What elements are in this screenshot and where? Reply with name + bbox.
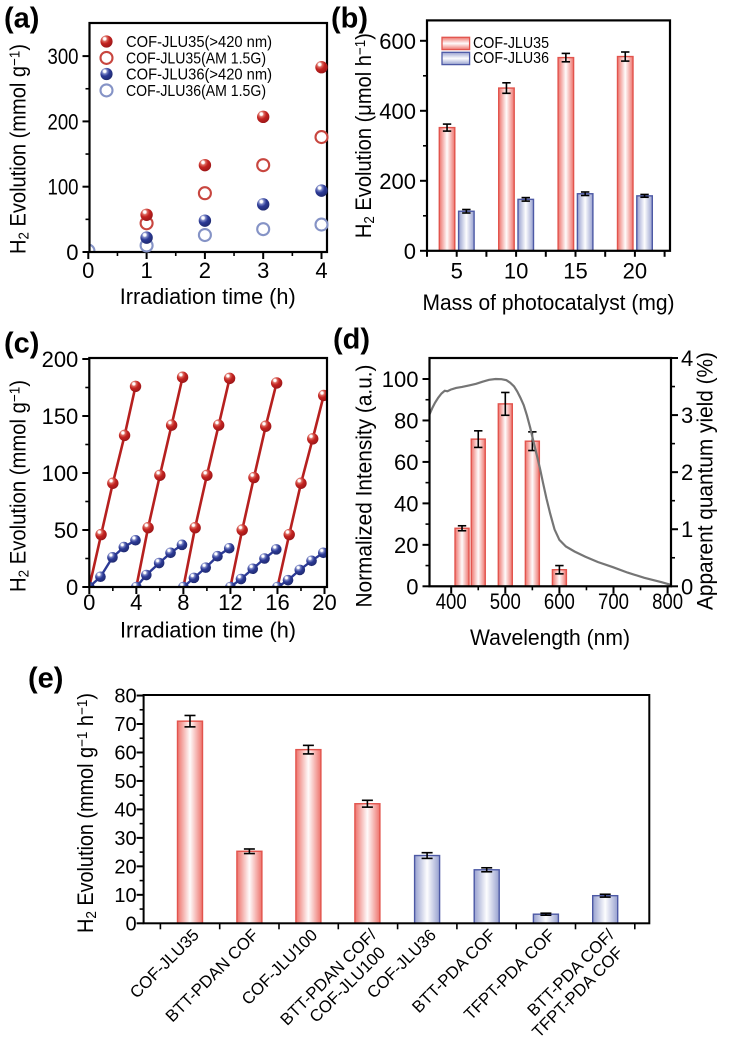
svg-text:1: 1	[140, 258, 152, 283]
svg-text:COF-JLU36: COF-JLU36	[473, 50, 549, 67]
svg-text:Irradiation time (h): Irradiation time (h)	[120, 284, 296, 309]
svg-text:H2 Evolution (mmol g−1): H2 Evolution (mmol g−1)	[6, 380, 33, 592]
svg-text:Apparent quantum yield (%): Apparent quantum yield (%)	[693, 352, 718, 610]
svg-text:400: 400	[436, 589, 467, 614]
svg-text:20: 20	[394, 533, 418, 558]
svg-text:150: 150	[42, 404, 79, 429]
svg-text:20: 20	[312, 590, 336, 615]
svg-text:0: 0	[406, 574, 418, 599]
svg-text:10: 10	[114, 885, 136, 907]
svg-text:40: 40	[394, 491, 418, 516]
svg-text:300: 300	[48, 44, 79, 69]
svg-text:Wavelength (nm): Wavelength (nm)	[470, 625, 630, 650]
svg-text:3: 3	[257, 258, 269, 283]
svg-text:10: 10	[504, 258, 528, 283]
svg-text:COF-JLU35: COF-JLU35	[473, 35, 549, 52]
svg-text:(c): (c)	[4, 328, 39, 360]
svg-text:1: 1	[681, 517, 693, 542]
svg-text:Normalized Intensity (a.u.): Normalized Intensity (a.u.)	[352, 365, 377, 608]
svg-text:H2 Evolution (mmol g−1 h−1): H2 Evolution (mmol g−1 h−1)	[73, 693, 100, 933]
svg-text:H2 Evolution (μmol h−1): H2 Evolution (μmol h−1)	[351, 33, 378, 238]
svg-text:500: 500	[490, 589, 521, 614]
svg-text:0: 0	[125, 913, 136, 935]
svg-text:(e): (e)	[28, 663, 63, 695]
svg-text:400: 400	[379, 99, 416, 124]
svg-text:70: 70	[114, 714, 136, 736]
svg-text:20: 20	[114, 856, 136, 878]
svg-text:0: 0	[66, 575, 78, 600]
svg-text:COF-JLU35(AM 1.5G): COF-JLU35(AM 1.5G)	[126, 50, 266, 67]
svg-text:100: 100	[42, 461, 79, 486]
svg-text:H2 Evolution (mmol g−1): H2 Evolution (mmol g−1)	[6, 44, 33, 254]
svg-text:50: 50	[114, 771, 136, 793]
svg-text:200: 200	[42, 347, 79, 372]
svg-text:16: 16	[265, 590, 289, 615]
svg-text:100: 100	[48, 175, 79, 200]
svg-text:Irradiation time (h): Irradiation time (h)	[120, 618, 296, 643]
svg-text:COF-JLU36(>420 nm): COF-JLU36(>420 nm)	[126, 67, 272, 84]
svg-text:4: 4	[130, 590, 142, 615]
svg-text:60: 60	[114, 743, 136, 765]
svg-text:4: 4	[681, 346, 693, 371]
svg-text:15: 15	[563, 258, 587, 283]
svg-text:200: 200	[379, 169, 416, 194]
svg-text:20: 20	[623, 258, 647, 283]
svg-text:0: 0	[83, 590, 95, 615]
svg-text:0: 0	[681, 574, 693, 599]
svg-text:(b): (b)	[331, 3, 368, 35]
svg-text:40: 40	[114, 799, 136, 821]
svg-text:5: 5	[451, 258, 463, 283]
svg-text:(d): (d)	[333, 324, 370, 356]
svg-text:12: 12	[218, 590, 242, 615]
svg-text:8: 8	[177, 590, 189, 615]
svg-text:80: 80	[114, 686, 136, 708]
svg-text:2: 2	[199, 258, 211, 283]
svg-text:600: 600	[379, 29, 416, 54]
svg-text:800: 800	[652, 589, 683, 614]
svg-text:50: 50	[54, 518, 78, 543]
svg-text:60: 60	[394, 450, 418, 475]
svg-text:(a): (a)	[4, 3, 39, 35]
svg-text:0: 0	[66, 240, 78, 265]
svg-text:80: 80	[394, 409, 418, 434]
svg-text:30: 30	[114, 828, 136, 850]
svg-text:700: 700	[598, 589, 629, 614]
svg-text:100: 100	[382, 367, 419, 392]
svg-text:Mass of photocatalyst (mg): Mass of photocatalyst (mg)	[423, 290, 675, 315]
svg-text:2: 2	[681, 460, 693, 485]
svg-text:0: 0	[82, 258, 94, 283]
svg-text:200: 200	[48, 109, 79, 134]
svg-text:COF-JLU36(AM 1.5G): COF-JLU36(AM 1.5G)	[126, 83, 266, 100]
svg-text:COF-JLU35(>420 nm): COF-JLU35(>420 nm)	[126, 34, 272, 51]
svg-text:600: 600	[544, 589, 575, 614]
svg-text:3: 3	[681, 403, 693, 428]
svg-text:4: 4	[315, 258, 327, 283]
svg-text:0: 0	[404, 239, 416, 264]
